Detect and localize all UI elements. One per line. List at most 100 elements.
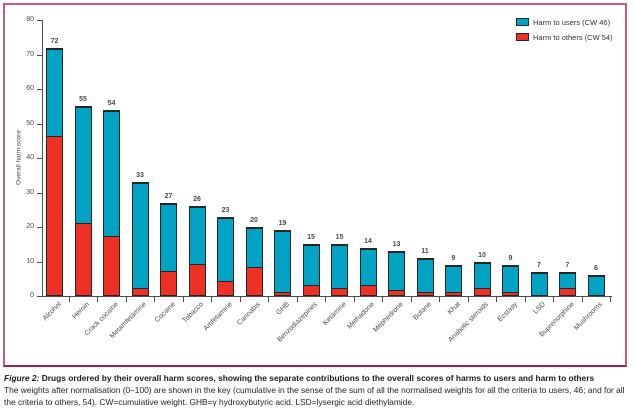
bar-value-label: 54 — [107, 99, 116, 107]
bar-segment-harm-to-others — [189, 263, 205, 295]
x-tick — [553, 297, 555, 302]
y-tick-label: 50 — [26, 119, 34, 127]
x-tick — [467, 297, 469, 302]
y-tick-label: 60 — [26, 85, 34, 92]
y-tick-label: 70 — [26, 50, 34, 58]
bar-segment-harm-to-others — [503, 291, 518, 295]
x-tick — [581, 297, 583, 302]
legend-swatch-users — [516, 18, 529, 26]
bar-segment-harm-to-others — [417, 291, 433, 295]
x-tick — [382, 297, 384, 302]
y-tick-label: 0 — [30, 292, 34, 299]
bar-segment-harm-to-others — [474, 288, 490, 295]
x-tick — [125, 297, 127, 302]
bar-value-label: 23 — [221, 206, 230, 214]
bar-value-label: 10 — [478, 251, 486, 259]
legend-swatch-others — [516, 33, 529, 41]
bar-segment-harm-to-others — [446, 291, 461, 295]
bar-segment-harm-to-others — [303, 284, 319, 295]
caption-title: Figure 2: Drugs ordered by their overall… — [4, 373, 631, 384]
bar-segment-harm-to-others — [132, 288, 148, 295]
y-tick-label: 10 — [26, 257, 34, 265]
bar-mushrooms — [587, 275, 605, 296]
x-axis — [42, 296, 612, 297]
bar-value-label: 20 — [250, 217, 258, 224]
y-tick-label: 20 — [26, 223, 34, 230]
bar-segment-harm-to-others — [560, 288, 575, 295]
bar-value-label: 7 — [537, 261, 541, 269]
x-tick — [182, 297, 184, 302]
bar-ghb — [274, 230, 291, 296]
bar-anabolic-steroids — [473, 261, 491, 296]
bar-cocaine — [160, 202, 177, 296]
legend-label: Harm to others (CW 54) — [533, 33, 613, 42]
bar-amfetamine — [217, 216, 234, 296]
x-tick — [410, 297, 412, 302]
x-tick — [154, 297, 156, 302]
bar-value-label: 19 — [278, 220, 287, 228]
bar-value-label: 11 — [421, 248, 429, 256]
bar-value-label: 55 — [79, 96, 87, 104]
y-tick-label: 30 — [26, 188, 34, 196]
bar-alcohol — [46, 47, 63, 296]
y-tick-label: 80 — [26, 16, 34, 23]
x-tick — [211, 297, 213, 302]
x-tick — [496, 297, 498, 302]
x-tick — [68, 297, 70, 302]
bar-segment-harm-to-others — [360, 284, 376, 295]
bar-khat — [445, 264, 462, 296]
bar-value-label: 13 — [392, 241, 401, 249]
y-tick — [37, 89, 42, 90]
x-tick — [439, 297, 441, 302]
bar-value-label: 15 — [307, 234, 315, 242]
bar-heroin — [74, 106, 92, 296]
bar-segment-harm-to-others — [332, 288, 347, 295]
bar-benzodiazepines — [302, 244, 320, 296]
bar-segment-harm-to-others — [389, 289, 404, 295]
bar-value-label: 72 — [50, 37, 59, 45]
bar-butane — [416, 258, 434, 296]
bar-buprenorphine — [559, 271, 576, 296]
bar-mephedrone — [388, 251, 405, 296]
y-tick — [37, 296, 42, 297]
legend-row: Harm to users (CW 46) — [516, 17, 626, 29]
y-tick — [37, 261, 42, 263]
x-tick — [97, 297, 99, 302]
figure-number: Figure 2: — [4, 373, 40, 383]
bar-value-label: 7 — [565, 261, 570, 269]
bar-crack-cocaine — [103, 109, 120, 296]
bar-methadone — [359, 247, 377, 296]
figure-panel: 0 10 20 30 40 50 60 70 80 Overall harm score 72 Alc… — [3, 3, 627, 367]
bar-lsd — [530, 271, 548, 296]
x-tick — [353, 297, 355, 302]
bar-value-label: 9 — [508, 254, 513, 262]
figure-caption: Figure 2: Drugs ordered by their overall… — [4, 373, 631, 409]
bar-segment-harm-to-others — [75, 222, 91, 295]
bar-value-label: 9 — [451, 254, 456, 262]
bar-value-label: 27 — [164, 192, 173, 200]
bar-cannabis — [245, 227, 263, 296]
caption-title-text: Drugs ordered by their overall harm scor… — [39, 373, 595, 383]
bar-value-label: 15 — [335, 234, 344, 242]
legend-label: Harm to users (CW 46) — [533, 18, 611, 27]
y-tick — [37, 20, 42, 21]
bar-value-label: 33 — [136, 172, 144, 180]
y-axis — [42, 20, 43, 296]
bar-segment-harm-to-others — [104, 236, 119, 295]
y-tick — [37, 158, 42, 159]
x-tick — [268, 297, 270, 302]
bar-ecstasy — [502, 264, 519, 296]
bar-value-label: 26 — [193, 196, 201, 204]
bar-metamfetamine — [131, 182, 149, 296]
legend-row: Harm to others (CW 54) — [516, 32, 626, 44]
y-tick — [37, 54, 42, 56]
bar-tobacco — [188, 206, 206, 296]
bar-ketamine — [331, 244, 348, 296]
x-tick — [524, 297, 526, 302]
y-tick — [37, 227, 42, 228]
bar-value-label: 6 — [594, 265, 598, 273]
bar-segment-harm-to-others — [218, 281, 233, 295]
y-tick-label: 40 — [26, 154, 34, 161]
y-tick — [37, 192, 42, 194]
